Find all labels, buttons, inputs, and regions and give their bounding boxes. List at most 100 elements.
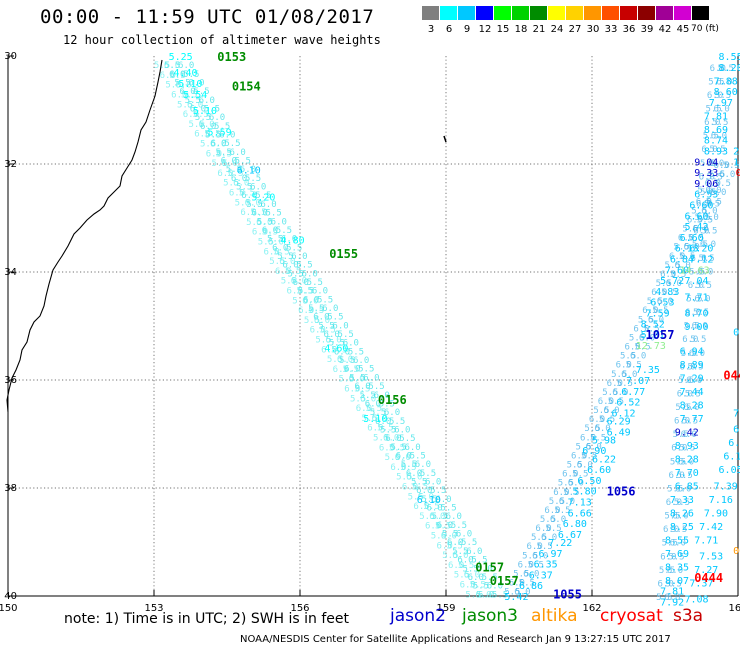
track-reading: 5.5 (563, 488, 579, 498)
track-reading: 6.0 (466, 547, 482, 557)
track-reading: 6.0 (365, 399, 381, 409)
swh-reading: 6.77 (621, 387, 645, 398)
swh-reading: 8.70 (684, 309, 708, 320)
swh-reading: 8.20 (719, 63, 740, 74)
track-reading: 6.0 (183, 110, 199, 120)
track-reading: 5.5 (338, 330, 354, 340)
lat-tick-label: 36 (4, 375, 17, 386)
swh-reading: 6.53 (650, 298, 674, 309)
track-reading: 5.5 (420, 469, 436, 479)
track-reading: 5.5 (308, 304, 324, 314)
track-reading: 5.5 (343, 365, 359, 375)
track-reading: 5.5 (366, 404, 382, 414)
track-reading: 6.0 (425, 522, 441, 532)
track-reading: 6.0 (475, 590, 491, 600)
track-reading: 5.5 (212, 159, 228, 169)
track-reading: 6.0 (651, 288, 667, 298)
track-reading: 6.0 (550, 515, 566, 525)
swh-reading: 9.33 (694, 168, 718, 179)
track-reading: 6.0 (333, 365, 349, 375)
track-reading: 6.0 (219, 131, 235, 141)
swh-reading: 5.42 (684, 222, 708, 233)
track-reading: 6.0 (383, 434, 399, 444)
track-reading: 6.0 (705, 186, 721, 196)
pass-time-label: 0443 (723, 369, 740, 383)
swh-reading: 6.90 (582, 446, 606, 457)
swh-reading: 8.55 (665, 535, 689, 546)
track-reading: 6.0 (598, 397, 614, 407)
track-reading: 5.5 (276, 226, 292, 236)
latitude-labels: 30 32 34 36 38 40 (4, 51, 17, 602)
track-reading: 6.0 (190, 104, 206, 114)
legend-label: 39 (640, 24, 654, 35)
track-reading: 5.5 (581, 451, 597, 461)
track-reading: 5.5 (471, 556, 487, 566)
track-reading: 6.0 (666, 498, 682, 508)
track-reading: 6.0 (384, 408, 400, 418)
track-reading: 6.0 (705, 179, 721, 189)
track-reading: 5.5 (224, 139, 240, 149)
track-reading: 5.5 (329, 339, 345, 349)
swh-reading: 7.27 (694, 565, 718, 576)
track-reading: 6.0 (406, 469, 422, 479)
pass-time-label: 1057 (646, 328, 675, 342)
track-reading: 5.5 (593, 406, 609, 416)
legend-swatch (476, 6, 493, 20)
track-reading: 5.5 (701, 227, 717, 237)
track-reading: 5.5 (255, 191, 271, 201)
track-reading: 6.0 (700, 240, 716, 250)
track-reading: 6.0 (302, 269, 318, 279)
track-reading: 5.5 (267, 235, 283, 245)
track-reading: 5.5 (685, 389, 701, 399)
lat-tick-label: 38 (4, 483, 17, 494)
track-reading: 5.5 (223, 179, 239, 189)
swh-reading: 7.08 (684, 595, 708, 606)
track-reading: 6.0 (669, 252, 685, 262)
track-reading: 5.5 (522, 551, 538, 561)
track-reading: 5.5 (629, 333, 645, 343)
swh-reading: 6.22 (592, 454, 616, 465)
track-reading: 6.0 (291, 252, 307, 262)
track-reading: 5.5 (698, 254, 714, 264)
track-reading: 5.5 (277, 252, 293, 262)
swh-reading: 1.0 (733, 157, 740, 168)
track-reading: 6.0 (178, 61, 194, 71)
track-reading: 5.5 (442, 551, 458, 561)
swh-reading: 7.60 (665, 265, 689, 276)
track-reading: 5.5 (396, 473, 412, 483)
track-reading: 6.0 (719, 170, 735, 180)
track-reading: 6.0 (692, 225, 708, 235)
track-reading: 6.0 (616, 361, 632, 371)
legend-swatch (584, 6, 601, 20)
swh-reading: 6.53 (694, 190, 718, 201)
map-subtitle: 12 hour collection of altimeter wave hei… (63, 33, 381, 47)
track-reading: 6.0 (633, 324, 649, 334)
track-reading: 5.5 (540, 515, 556, 525)
track-reading: 6.0 (535, 524, 551, 534)
track-reading: 6.0 (660, 552, 676, 562)
track-reading: 5.5 (599, 415, 615, 425)
track-reading: 6.0 (245, 198, 261, 208)
swh-reading: 9.42 (675, 427, 699, 438)
track-reading: 5.5 (572, 470, 588, 480)
swh-reading: 6.60 (689, 201, 713, 212)
legend-label: 15 (496, 24, 510, 35)
track-reading: 6.0 (354, 382, 370, 392)
track-reading: 6.0 (639, 333, 655, 343)
track-reading: 6.0 (671, 444, 687, 454)
lat-tick-label: 32 (4, 159, 17, 170)
swh-reading: 4.60 (324, 344, 348, 355)
track-reading: 6.0 (607, 379, 623, 389)
track-reading: 5.5 (430, 486, 446, 496)
track-reading: 5.5 (205, 131, 221, 141)
track-reading: 5.5 (297, 287, 313, 297)
swh-reading: 8.25 (670, 522, 694, 533)
track-reading: 6.0 (710, 188, 726, 198)
track-reading: 6.0 (478, 590, 494, 600)
swh-reading: 06 (733, 546, 740, 557)
track-reading: 5.5 (348, 347, 364, 357)
track-reading: 6.0 (325, 336, 341, 346)
track-reading: 5.5 (674, 498, 690, 508)
track-reading: 6.0 (580, 433, 596, 443)
track-reading: 5.5 (195, 113, 211, 123)
